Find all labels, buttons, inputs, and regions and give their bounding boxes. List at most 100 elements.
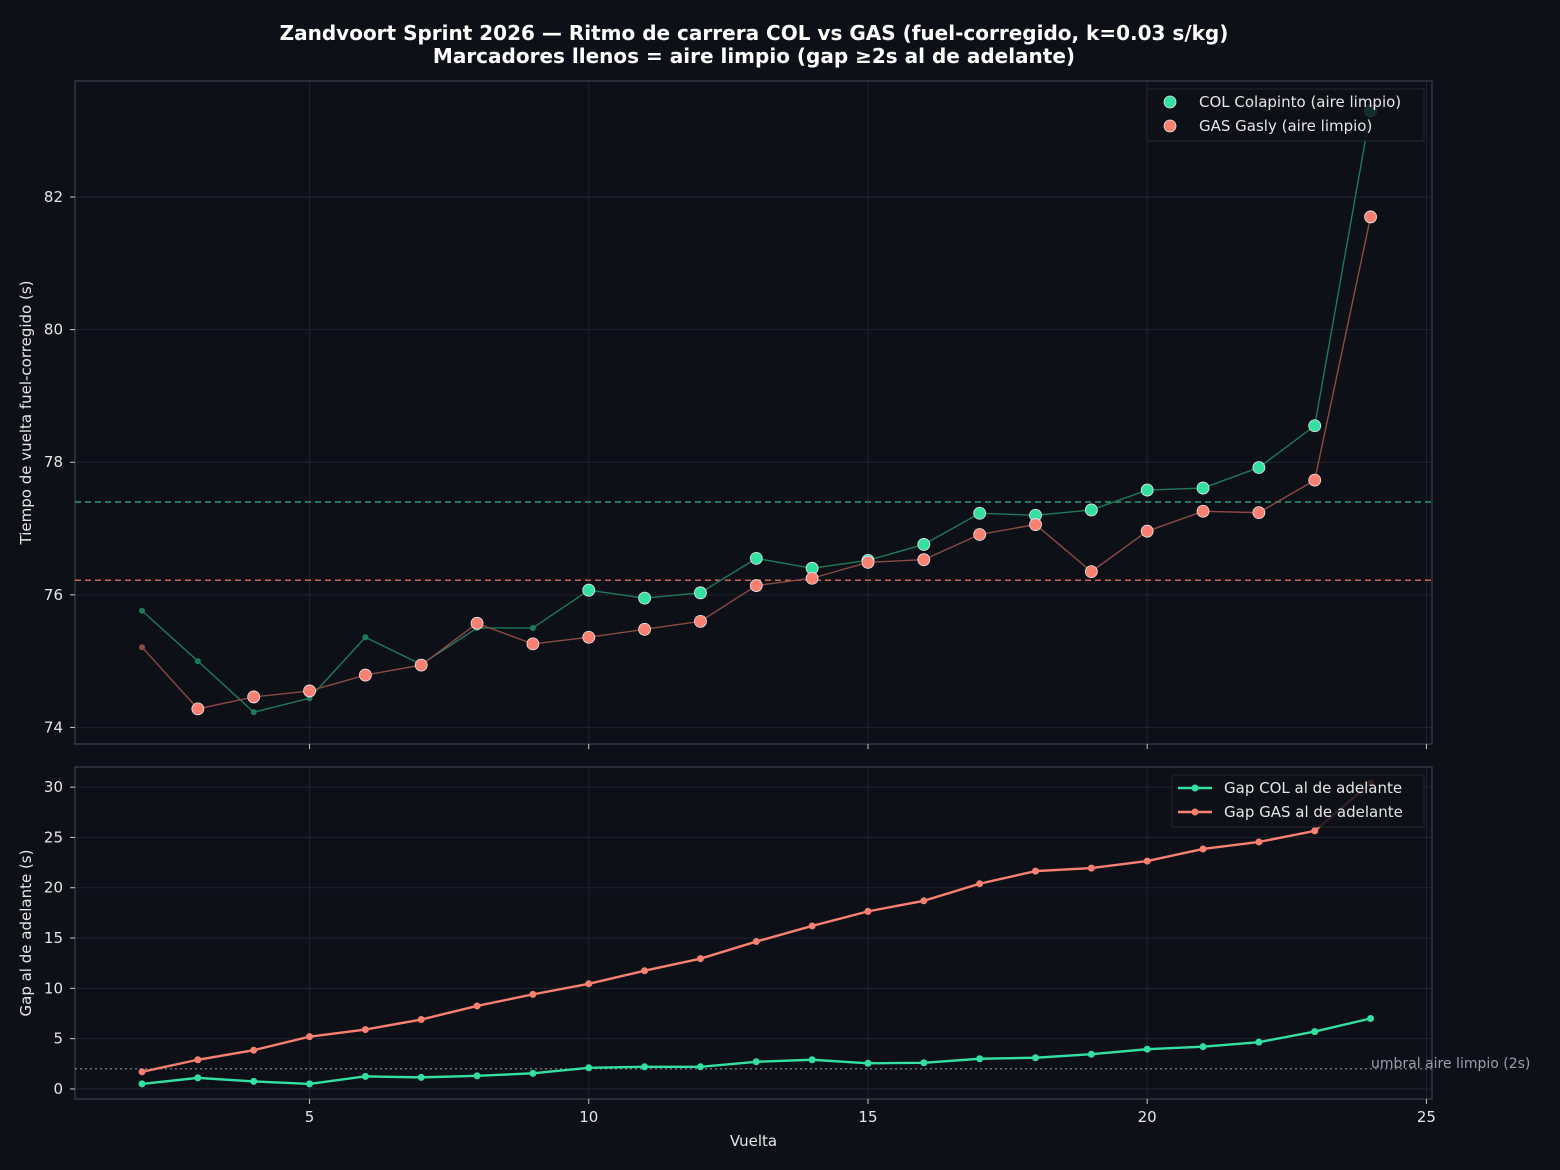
data-point bbox=[864, 907, 872, 915]
y-tick-label: 15 bbox=[44, 929, 63, 947]
x-tick-label: 15 bbox=[858, 1108, 877, 1126]
clean-air-marker bbox=[917, 538, 931, 551]
data-point bbox=[417, 1016, 425, 1024]
data-point bbox=[250, 1046, 258, 1054]
data-point bbox=[1032, 867, 1040, 875]
dirty-air-marker bbox=[362, 634, 369, 641]
data-point bbox=[1143, 1045, 1151, 1053]
y-tick-label: 78 bbox=[44, 453, 63, 471]
data-point bbox=[696, 1063, 704, 1071]
y-tick-label: 5 bbox=[53, 1030, 63, 1048]
clean-air-marker bbox=[638, 622, 652, 636]
legend-marker bbox=[1191, 808, 1199, 816]
clean-air-marker bbox=[470, 616, 484, 630]
clean-air-marker bbox=[1084, 565, 1098, 579]
data-point bbox=[306, 1080, 314, 1088]
x-tick-label: 10 bbox=[579, 1108, 598, 1126]
clean-air-marker bbox=[582, 630, 596, 644]
clean-air-marker bbox=[1140, 524, 1154, 538]
clean-air-marker bbox=[1252, 506, 1266, 520]
clean-air-marker bbox=[805, 571, 819, 585]
legend-box bbox=[1146, 88, 1425, 142]
lap-time-panel: 74 76 78 80 82 Tiempo de vuelta fuel-corregid… bbox=[17, 80, 1433, 749]
data-point bbox=[473, 1072, 481, 1080]
data-point bbox=[361, 1072, 369, 1080]
y-tick-label: 82 bbox=[44, 188, 63, 206]
clean-air-marker bbox=[191, 702, 205, 716]
clean-air-marker bbox=[1140, 483, 1154, 497]
x-axis-label: Vuelta bbox=[730, 1132, 777, 1150]
clean-air-marker bbox=[1252, 461, 1266, 474]
data-point bbox=[361, 1026, 369, 1034]
x-tick-label: 25 bbox=[1417, 1108, 1436, 1126]
data-point bbox=[808, 1056, 816, 1064]
dirty-air-marker bbox=[250, 709, 257, 716]
data-point bbox=[808, 922, 816, 930]
clean-air-marker bbox=[1196, 504, 1210, 518]
data-point bbox=[306, 1033, 314, 1041]
y-tick-label: 10 bbox=[44, 979, 63, 997]
clean-air-marker bbox=[638, 591, 652, 605]
data-point bbox=[976, 1055, 984, 1063]
chart-subtitle: Marcadores llenos = aire limpio (gap ≥2s… bbox=[433, 44, 1075, 68]
legend-marker bbox=[1163, 95, 1177, 109]
data-point bbox=[138, 1068, 146, 1076]
y-tick-label: 25 bbox=[44, 828, 63, 846]
dirty-air-marker bbox=[139, 644, 146, 651]
clean-air-marker bbox=[694, 586, 707, 600]
legend: COL Colapinto (aire limpio) GAS Gasly (ai… bbox=[1146, 88, 1425, 142]
clean-air-marker bbox=[1029, 518, 1042, 531]
clean-air-marker bbox=[526, 637, 540, 651]
clean-air-marker bbox=[917, 553, 931, 567]
clean-air-marker bbox=[973, 506, 987, 520]
data-point bbox=[1311, 1028, 1319, 1036]
data-point bbox=[1255, 838, 1263, 846]
x-tick-label: 5 bbox=[305, 1108, 315, 1126]
clean-air-marker bbox=[1364, 210, 1377, 224]
data-point bbox=[641, 967, 649, 975]
clean-air-marker bbox=[1308, 473, 1322, 487]
legend-box bbox=[1171, 774, 1425, 828]
data-point bbox=[752, 938, 760, 946]
data-point bbox=[1255, 1038, 1263, 1046]
data-point bbox=[1199, 1043, 1207, 1051]
data-point bbox=[585, 980, 593, 988]
clean-air-marker bbox=[414, 658, 428, 672]
clean-air-marker bbox=[303, 684, 316, 698]
threshold-label: umbral aire limpio (2s) bbox=[1371, 1056, 1530, 1072]
dirty-air-marker bbox=[139, 607, 146, 614]
dirty-air-marker bbox=[194, 658, 201, 665]
data-point bbox=[696, 955, 704, 963]
data-point bbox=[1032, 1054, 1040, 1062]
legend-label: COL Colapinto (aire limpio) bbox=[1199, 93, 1401, 111]
data-point bbox=[920, 897, 928, 905]
y-tick-label: 30 bbox=[44, 778, 63, 796]
data-point bbox=[1311, 827, 1319, 835]
x-tick-label: 20 bbox=[1138, 1108, 1157, 1126]
clean-air-marker bbox=[247, 690, 261, 704]
y-tick-label: 0 bbox=[53, 1080, 63, 1098]
legend-marker bbox=[1163, 119, 1177, 133]
clean-air-marker bbox=[749, 579, 763, 592]
data-point bbox=[529, 1069, 537, 1077]
data-point bbox=[585, 1064, 593, 1072]
data-point bbox=[250, 1077, 258, 1085]
data-point bbox=[473, 1002, 481, 1010]
data-point bbox=[529, 990, 537, 998]
legend-label: Gap COL al de adelante bbox=[1224, 779, 1402, 797]
y-axis-label: Gap al de adelante (s) bbox=[17, 850, 35, 1017]
y-tick-label: 80 bbox=[44, 321, 63, 339]
clean-air-marker bbox=[861, 555, 875, 569]
y-axis-label: Tiempo de vuelta fuel-corregido (s) bbox=[17, 281, 35, 546]
data-point bbox=[976, 880, 984, 888]
data-point bbox=[138, 1080, 146, 1088]
legend-label: GAS Gasly (aire limpio) bbox=[1199, 117, 1372, 135]
data-point bbox=[1199, 845, 1207, 853]
legend-marker bbox=[1191, 784, 1199, 792]
data-point bbox=[920, 1059, 928, 1067]
plot-frame bbox=[74, 80, 1433, 745]
clean-air-marker bbox=[694, 614, 707, 628]
clean-air-marker bbox=[582, 583, 596, 597]
